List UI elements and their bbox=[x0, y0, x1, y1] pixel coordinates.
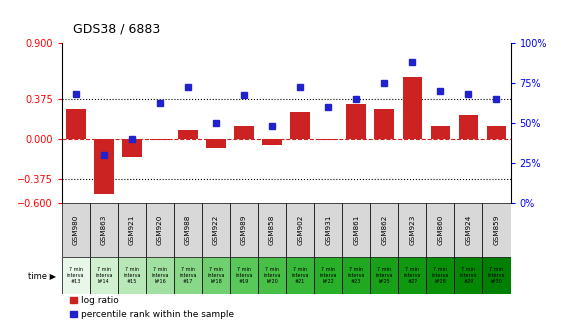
Text: 7 min
interva
l#22: 7 min interva l#22 bbox=[319, 267, 337, 284]
Bar bbox=[206, 139, 226, 148]
Bar bbox=[347, 104, 366, 139]
Bar bbox=[90, 203, 118, 257]
Bar bbox=[454, 203, 482, 257]
Text: GSM989: GSM989 bbox=[241, 215, 247, 245]
Bar bbox=[482, 203, 511, 257]
Text: GSM860: GSM860 bbox=[438, 215, 443, 245]
Bar bbox=[482, 257, 511, 294]
Bar bbox=[314, 257, 342, 294]
Text: 7 min
interva
#19: 7 min interva #19 bbox=[235, 267, 253, 284]
Bar bbox=[426, 257, 454, 294]
Text: 7 min
interva
l#16: 7 min interva l#16 bbox=[151, 267, 169, 284]
Bar bbox=[402, 77, 422, 139]
Bar bbox=[459, 115, 478, 139]
Bar bbox=[118, 257, 146, 294]
Bar bbox=[342, 203, 370, 257]
Bar bbox=[66, 109, 85, 139]
Bar bbox=[426, 203, 454, 257]
Bar bbox=[150, 139, 169, 140]
Bar bbox=[94, 139, 113, 194]
Bar bbox=[342, 257, 370, 294]
Text: 7 min
interva
#15: 7 min interva #15 bbox=[123, 267, 141, 284]
Bar bbox=[258, 257, 286, 294]
Text: 7 min
interva
#27: 7 min interva #27 bbox=[403, 267, 421, 284]
Bar bbox=[262, 139, 282, 145]
Text: 7 min
interva
#21: 7 min interva #21 bbox=[291, 267, 309, 284]
Bar bbox=[202, 203, 230, 257]
Bar bbox=[431, 126, 450, 139]
Text: time ▶: time ▶ bbox=[28, 271, 56, 280]
Bar bbox=[174, 203, 202, 257]
Bar bbox=[230, 257, 258, 294]
Text: GSM861: GSM861 bbox=[353, 215, 359, 245]
Bar bbox=[370, 257, 398, 294]
Bar bbox=[202, 257, 230, 294]
Bar bbox=[62, 257, 90, 294]
Bar bbox=[370, 203, 398, 257]
Text: GSM863: GSM863 bbox=[101, 215, 107, 245]
Bar bbox=[62, 203, 90, 257]
Text: 7 min
interva
l#30: 7 min interva l#30 bbox=[488, 267, 505, 284]
Bar bbox=[122, 139, 141, 157]
Text: GSM902: GSM902 bbox=[297, 215, 303, 245]
Text: GSM921: GSM921 bbox=[129, 215, 135, 245]
Text: GSM859: GSM859 bbox=[494, 215, 499, 245]
Legend: log ratio, percentile rank within the sample: log ratio, percentile rank within the sa… bbox=[66, 293, 237, 322]
Bar bbox=[146, 257, 174, 294]
Text: 7 min
interva
#29: 7 min interva #29 bbox=[459, 267, 477, 284]
Text: GDS38 / 6883: GDS38 / 6883 bbox=[73, 23, 160, 36]
Text: GSM923: GSM923 bbox=[410, 215, 415, 245]
Text: GSM862: GSM862 bbox=[381, 215, 387, 245]
Bar bbox=[90, 257, 118, 294]
Text: 7 min
interva
#13: 7 min interva #13 bbox=[67, 267, 85, 284]
Bar bbox=[258, 203, 286, 257]
Bar bbox=[319, 139, 338, 140]
Text: GSM988: GSM988 bbox=[185, 215, 191, 245]
Bar bbox=[454, 257, 482, 294]
Bar bbox=[286, 203, 314, 257]
Bar bbox=[146, 203, 174, 257]
Text: GSM858: GSM858 bbox=[269, 215, 275, 245]
Bar bbox=[230, 203, 258, 257]
Text: GSM920: GSM920 bbox=[157, 215, 163, 245]
Bar bbox=[118, 203, 146, 257]
Text: 7 min
interva
l#25: 7 min interva l#25 bbox=[375, 267, 393, 284]
Text: GSM922: GSM922 bbox=[213, 215, 219, 245]
Text: 7 min
interva
l#28: 7 min interva l#28 bbox=[431, 267, 449, 284]
Text: 7 min
interva
#23: 7 min interva #23 bbox=[347, 267, 365, 284]
Text: GSM924: GSM924 bbox=[466, 215, 471, 245]
Bar bbox=[398, 203, 426, 257]
Bar bbox=[486, 126, 506, 139]
Text: GSM931: GSM931 bbox=[325, 215, 331, 245]
Bar bbox=[374, 109, 394, 139]
Bar bbox=[178, 130, 197, 139]
Text: 7 min
interva
l#20: 7 min interva l#20 bbox=[263, 267, 281, 284]
Bar bbox=[398, 257, 426, 294]
Bar bbox=[174, 257, 202, 294]
Text: 7 min
interva
l#14: 7 min interva l#14 bbox=[95, 267, 113, 284]
Text: 7 min
interva
#17: 7 min interva #17 bbox=[179, 267, 197, 284]
Bar bbox=[291, 112, 310, 139]
Bar bbox=[234, 126, 254, 139]
Text: 7 min
interva
l#18: 7 min interva l#18 bbox=[207, 267, 225, 284]
Text: GSM980: GSM980 bbox=[73, 215, 79, 245]
Bar bbox=[314, 203, 342, 257]
Bar bbox=[286, 257, 314, 294]
